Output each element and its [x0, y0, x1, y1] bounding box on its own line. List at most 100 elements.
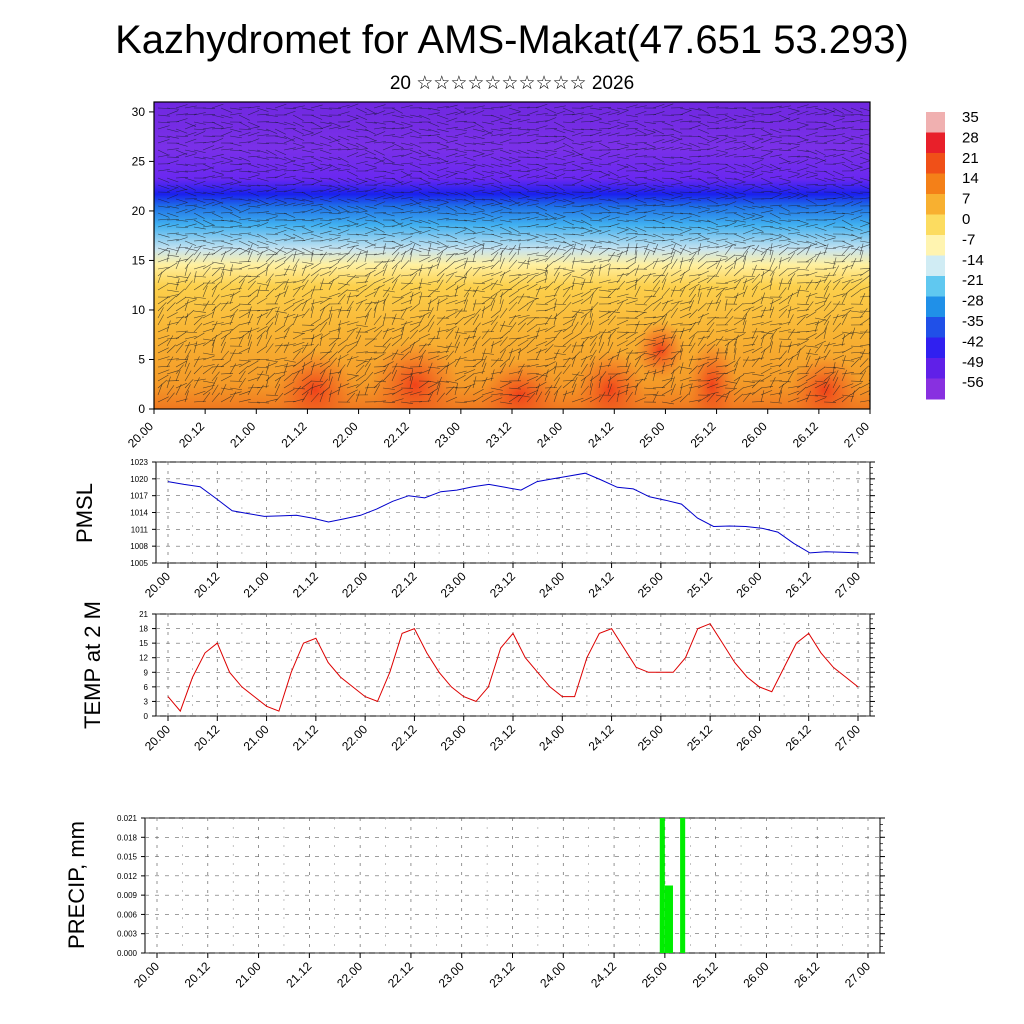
wind-barb: [436, 355, 449, 361]
wind-barb: [481, 128, 493, 135]
wind-barb: [688, 379, 701, 382]
wind-barb: [490, 184, 503, 190]
wind-barb: [157, 369, 170, 375]
wind-barb: [580, 296, 591, 305]
wind-barb: [490, 198, 502, 205]
wind-barb: [211, 332, 223, 340]
wind-barb: [634, 286, 641, 298]
wind-barb: [220, 212, 233, 214]
wind-barb: [508, 198, 520, 205]
wind-barb: [490, 177, 502, 184]
wind-barb: [706, 322, 715, 333]
wind-barb: [418, 240, 431, 244]
wind-barb: [706, 377, 719, 382]
wind-barb: [841, 149, 854, 153]
wind-barb: [355, 135, 368, 138]
wind-barb: [850, 356, 863, 361]
wind-barb: [634, 324, 647, 326]
wind-barb: [580, 309, 593, 312]
wind-barb: [706, 135, 719, 139]
wind-barb: [184, 149, 197, 153]
wind-barb: [373, 379, 383, 389]
wind-barb: [283, 107, 296, 109]
wind-barb: [337, 264, 350, 270]
wind-barb: [850, 233, 862, 240]
wind-barb: [535, 120, 548, 123]
wind-barb: [679, 120, 692, 123]
wind-barb: [670, 322, 683, 326]
wind-barb: [346, 356, 359, 361]
wind-barb: [715, 177, 727, 184]
wind-barb: [778, 257, 791, 263]
wind-barb: [256, 312, 268, 319]
wind-barb: [328, 212, 341, 214]
wind-barb: [499, 132, 512, 137]
wind-barb: [598, 212, 611, 214]
wind-barb: [301, 253, 314, 256]
wind-barb: [553, 371, 562, 382]
wind-barb: [346, 300, 354, 312]
wind-barb: [184, 355, 189, 368]
wind-barb: [589, 246, 602, 249]
wind-barb: [247, 131, 260, 137]
wind-barb: [445, 295, 458, 298]
wind-barb: [598, 341, 605, 354]
wind-barb: [463, 201, 476, 207]
wind-barb: [301, 156, 315, 158]
wind-barb: [247, 360, 259, 368]
wind-barb: [832, 396, 844, 403]
wind-barb: [724, 240, 737, 247]
wind-barb: [463, 316, 474, 326]
wind-barb: [229, 205, 241, 212]
wind-barb: [517, 184, 529, 191]
y-tick-label: 3: [144, 697, 149, 706]
wind-barb: [823, 243, 829, 256]
wind-barb: [166, 205, 179, 209]
wind-barb: [427, 366, 440, 369]
wind-barb: [157, 212, 170, 218]
wind-barb: [256, 385, 269, 389]
x-tick-label: 22.00: [334, 959, 365, 990]
wind-barb: [724, 388, 736, 396]
wind-barb: [643, 121, 656, 124]
colorbar-label: -56: [962, 374, 984, 391]
wind-barb: [238, 184, 251, 187]
x-tick-label: 26.00: [733, 722, 764, 753]
x-tick-label: 25.00: [635, 569, 666, 600]
wind-barb: [175, 296, 187, 305]
wind-barb: [418, 292, 423, 305]
wind-barb: [832, 118, 845, 123]
wind-barb: [445, 271, 458, 277]
wind-barb: [445, 345, 458, 348]
wind-barb: [418, 134, 431, 137]
wind-barb: [553, 247, 566, 251]
wind-barb: [166, 289, 179, 293]
wind-barb: [751, 327, 758, 340]
wind-barb: [697, 356, 710, 361]
wind-barb: [832, 322, 842, 333]
wind-barb: [211, 392, 220, 403]
wind-barb: [670, 369, 675, 382]
wind-barb: [274, 313, 279, 326]
wind-barb: [274, 173, 287, 179]
wind-barb: [571, 383, 577, 396]
wind-barb: [553, 329, 566, 333]
wind-barb: [310, 348, 316, 361]
wind-barb: [292, 247, 305, 254]
wind-barb: [238, 247, 251, 253]
wind-barb: [490, 248, 502, 256]
wind-barb: [247, 233, 260, 238]
wind-barb: [760, 121, 773, 123]
wind-barb: [805, 321, 818, 326]
wind-barb: [625, 120, 638, 123]
wind-barb: [823, 139, 836, 144]
wind-barb: [526, 216, 539, 221]
wind-barb: [769, 334, 774, 347]
wind-barb: [229, 135, 242, 139]
wind-barb: [850, 152, 863, 158]
wind-barb: [409, 135, 422, 139]
wind-barb: [706, 231, 719, 235]
wind-barb: [787, 204, 800, 207]
wind-barb: [868, 142, 870, 144]
